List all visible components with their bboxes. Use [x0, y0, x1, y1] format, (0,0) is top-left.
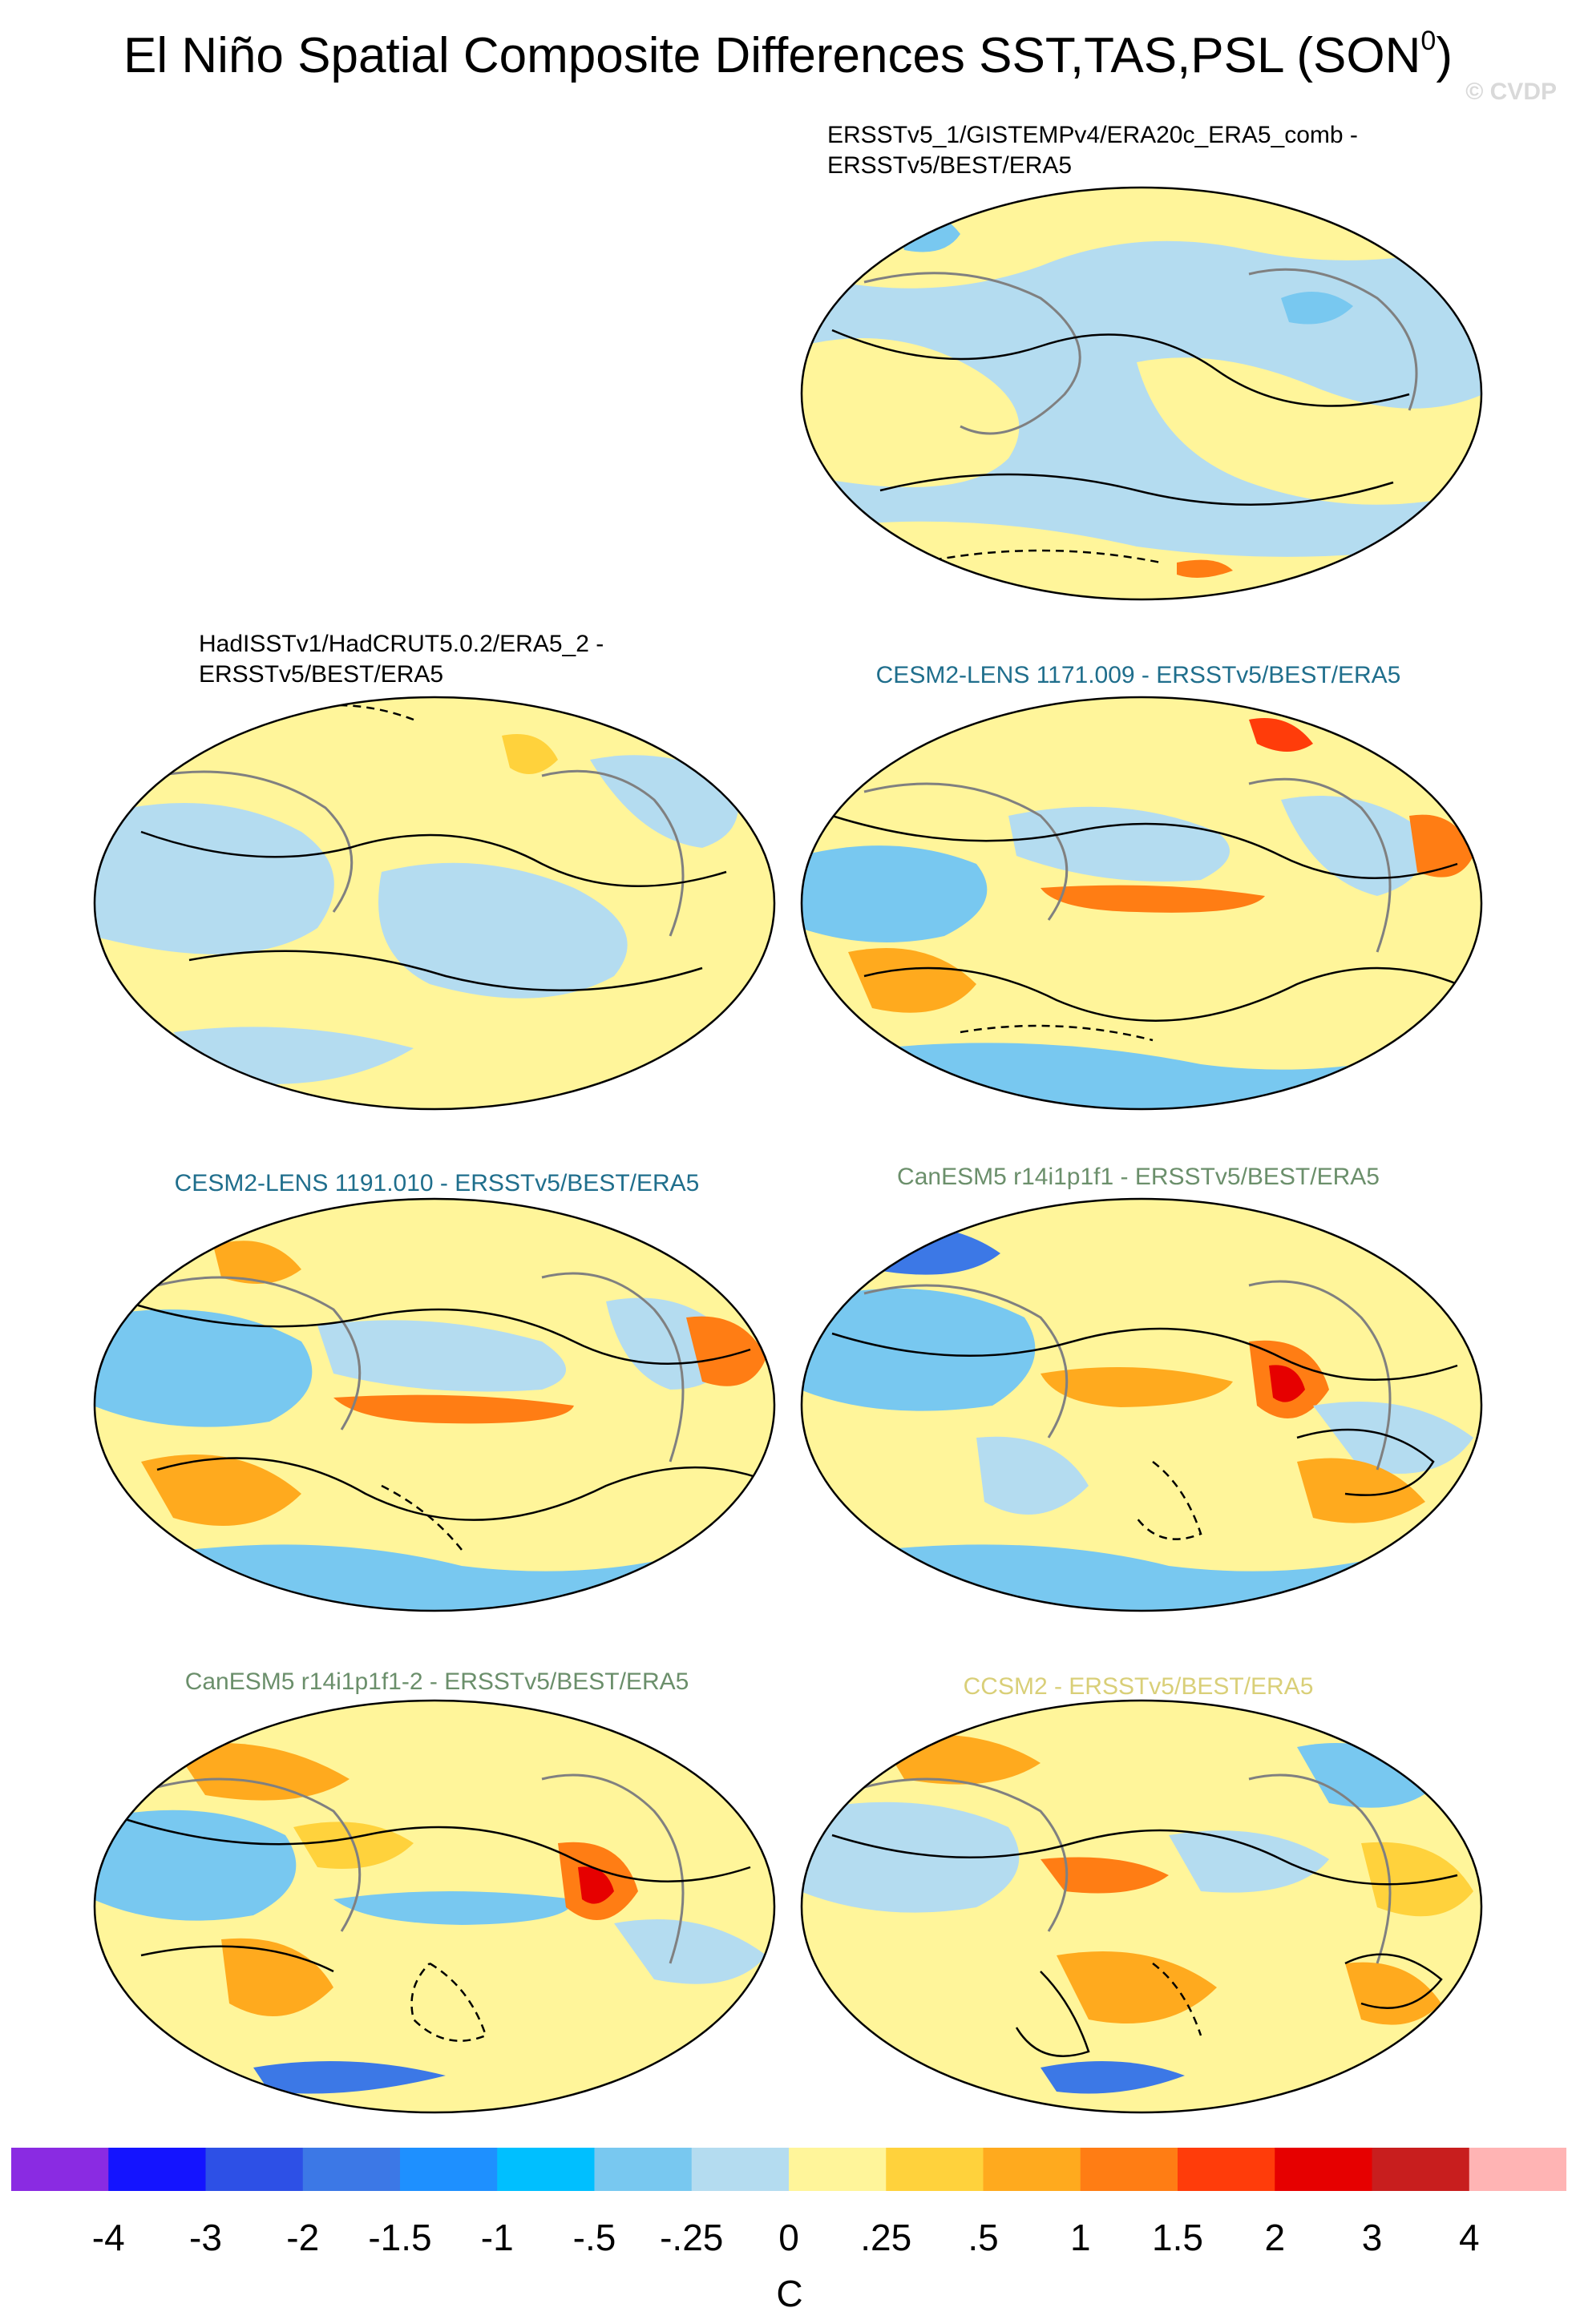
figure-title: El Niño Spatial Composite Differences SS… [0, 26, 1576, 84]
colorbar-swatch [691, 2148, 790, 2191]
colorbar-swatch [594, 2148, 693, 2191]
colorbar-swatch [302, 2148, 401, 2191]
colorbar [11, 2148, 1566, 2191]
panel-1-label: ERSSTv5_1/GISTEMPv4/ERA20c_ERA5_comb - E… [827, 120, 1358, 181]
colorbar-units: C [776, 2273, 803, 2314]
colorbar-swatch [108, 2148, 206, 2191]
panel-5-label: CanESM5 r14i1p1f1 - ERSSTv5/BEST/ERA5 [897, 1162, 1380, 1192]
colorbar-tick-label: -1 [480, 2217, 514, 2258]
figure-title-text: El Niño Spatial Composite Differences SS… [123, 28, 1421, 83]
map-panel-5 [800, 1197, 1483, 1612]
panel-7-label: CCSM2 - ERSSTv5/BEST/ERA5 [964, 1672, 1314, 1702]
colorbar-tick-label: -4 [91, 2217, 125, 2258]
colorbar-swatch [789, 2148, 887, 2191]
colorbar-tick-label: 1 [1069, 2217, 1091, 2258]
colorbar-swatch [886, 2148, 984, 2191]
map-panel-7 [800, 1699, 1483, 2114]
colorbar-swatch [1178, 2148, 1275, 2191]
colorbar-tick-label: 2 [1264, 2217, 1286, 2258]
colorbar-tick-label: 3 [1361, 2217, 1383, 2258]
panel-1-label-line2: ERSSTv5/BEST/ERA5 [827, 152, 1073, 179]
colorbar-swatch [205, 2148, 304, 2191]
colorbar-swatch [11, 2148, 109, 2191]
colorbar-tick-label: 4 [1458, 2217, 1480, 2258]
map-panel-6 [93, 1699, 776, 2114]
panel-6-label: CanESM5 r14i1p1f1-2 - ERSSTv5/BEST/ERA5 [185, 1667, 689, 1697]
panel-4-label: CESM2-LENS 1191.010 - ERSSTv5/BEST/ERA5 [175, 1168, 700, 1199]
colorbar-tick-label: 1.5 [1152, 2217, 1203, 2258]
colorbar-swatch [1469, 2148, 1566, 2191]
colorbar-swatch [400, 2148, 498, 2191]
colorbar-tick-label: -2 [286, 2217, 320, 2258]
figure-title-close: ) [1436, 28, 1453, 83]
panel-2-label: HadISSTv1/HadCRUT5.0.2/ERA5_2 - ERSSTv5/… [199, 629, 604, 690]
panel-7-label-line1: CCSM2 - ERSSTv5/BEST/ERA5 [963, 1673, 1314, 1700]
colorbar-tick-label: .25 [860, 2217, 912, 2258]
colorbar-swatch [1372, 2148, 1470, 2191]
map-panel-1 [800, 186, 1483, 601]
cvdp-watermark: © CVDP [1465, 79, 1557, 105]
map-panel-3 [800, 696, 1483, 1111]
panel-2-label-line2: ERSSTv5/BEST/ERA5 [199, 661, 444, 688]
colorbar-tick-label: -1.5 [368, 2217, 432, 2258]
figure-title-superscript: 0 [1420, 26, 1437, 56]
colorbar-tick-label: .5 [968, 2217, 999, 2258]
colorbar-swatch [1275, 2148, 1372, 2191]
colorbar-tick-label: -.25 [660, 2217, 724, 2258]
map-panel-4 [93, 1197, 776, 1612]
colorbar-swatch [1080, 2148, 1178, 2191]
panel-6-label-line1: CanESM5 r14i1p1f1-2 - ERSSTv5/BEST/ERA5 [184, 1668, 689, 1695]
colorbar-tick-label: -3 [189, 2217, 222, 2258]
panel-4-label-line1: CESM2-LENS 1191.010 - ERSSTv5/BEST/ERA5 [174, 1170, 700, 1196]
colorbar-swatch [497, 2148, 595, 2191]
panel-3-label-line1: CESM2-LENS 1171.009 - ERSSTv5/BEST/ERA5 [875, 662, 1401, 688]
colorbar-swatch [983, 2148, 1081, 2191]
panel-3-label: CESM2-LENS 1171.009 - ERSSTv5/BEST/ERA5 [876, 660, 1401, 691]
colorbar-tick-label: 0 [778, 2217, 799, 2258]
panel-1-label-line1: ERSSTv5_1/GISTEMPv4/ERA20c_ERA5_comb - [827, 122, 1358, 148]
panel-2-label-line1: HadISSTv1/HadCRUT5.0.2/ERA5_2 - [199, 631, 604, 657]
colorbar-tick-label: -.5 [572, 2217, 616, 2258]
panel-5-label-line1: CanESM5 r14i1p1f1 - ERSSTv5/BEST/ERA5 [897, 1164, 1380, 1190]
map-panel-2 [93, 696, 776, 1111]
